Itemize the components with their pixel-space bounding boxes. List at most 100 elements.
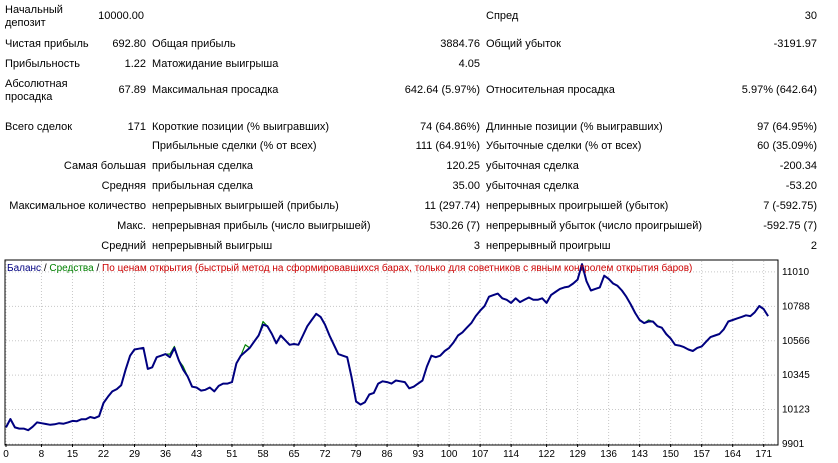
expected-payoff-value: 4.05 [458, 58, 480, 70]
largest-loss-label: убыточная сделка [486, 160, 579, 172]
chart-legend: Баланс / Средства / По ценам открытия (б… [7, 263, 692, 275]
x-tick-label: 0 [3, 449, 9, 460]
largest-loss-value: -200.34 [779, 160, 817, 172]
profit-factor-value: 1.22 [124, 58, 146, 70]
spread-label: Спред [486, 10, 519, 22]
series-lines [5, 263, 769, 432]
x-tick-label: 86 [382, 449, 394, 460]
gross-loss-value: -3191.97 [773, 38, 817, 50]
x-tick-label: 51 [226, 449, 238, 460]
avg-cons-wins-value: 3 [473, 240, 480, 252]
avg-cons-losses-value: 2 [810, 240, 817, 252]
spread-value: 30 [804, 10, 817, 22]
x-tick-label: 58 [257, 449, 269, 460]
average-loss-label: убыточная сделка [486, 180, 579, 192]
avg-cons-losses-label: непрерывный проигрыш [486, 240, 611, 252]
x-tick-label: 43 [191, 449, 203, 460]
y-tick-label: 10345 [782, 370, 810, 381]
profit-trades-value: 111 (64.91%) [415, 140, 480, 152]
balance-chart-svg: 0 8 15 22 29 36 43 51 58 65 72 79 86 93 100 107 114 122 12… [3, 259, 810, 460]
average-profit-value: 35.00 [452, 180, 480, 192]
loss-trades-value: 60 (35.09%) [757, 140, 817, 152]
x-tick-label: 150 [662, 449, 679, 460]
legend-equity: Средства [49, 263, 94, 274]
short-positions-label: Короткие позиции (% выигравших) [152, 121, 330, 133]
max-cons-loss-label: непрерывный убыток (число проигрышей) [486, 220, 703, 232]
max-cons-losses-label: непрерывных проигрышей (убыток) [486, 200, 669, 212]
max-cons-losses-value: 7 (-592.75) [763, 200, 817, 212]
abs-drawdown-value: 67.89 [118, 84, 146, 96]
largest-profit-value: 120.25 [446, 160, 480, 172]
profit-trades-label: Прибыльные сделки (% от всех) [152, 140, 317, 152]
max-cons-wins-label: непрерывных выигрышей (прибыль) [152, 200, 339, 212]
deposit-value: 10000.00 [98, 10, 144, 22]
report-summary: Начальный депозит 10000.00 Спред 30 Чист… [5, 4, 817, 252]
profit-factor-label: Прибыльность [5, 58, 80, 70]
avg-cons-wins-label: непрерывный выигрыш [152, 240, 273, 252]
x-tick-label: 100 [441, 449, 458, 460]
legend-method: По ценам открытия (быстрый метод на сфор… [102, 263, 693, 274]
short-positions-value: 74 (64.86%) [420, 121, 480, 133]
legend-separator: / [93, 263, 103, 274]
x-tick-label: 22 [98, 449, 110, 460]
y-tick-labels: 9901 10123 10345 10566 10788 11010 [782, 267, 810, 450]
x-tick-label: 157 [693, 449, 710, 460]
loss-trades-label: Убыточные сделки (% от всех) [486, 140, 642, 152]
x-tick-label: 8 [39, 449, 45, 460]
gross-profit-value: 3884.76 [440, 38, 480, 50]
long-positions-label: Длинные позиции (% выигравших) [486, 121, 663, 133]
x-tick-label: 29 [129, 449, 141, 460]
max-cons-loss-value: -592.75 (7) [763, 220, 817, 232]
y-tick-label: 9901 [782, 439, 805, 450]
long-positions-value: 97 (64.95%) [757, 121, 817, 133]
legend-separator: / [41, 263, 50, 274]
rel-drawdown-label: Относительная просадка [486, 84, 615, 96]
average-loss-value: -53.20 [785, 180, 817, 192]
x-tick-label: 114 [503, 449, 519, 460]
x-tick-label: 129 [569, 449, 586, 460]
largest-profit-label: прибыльная сделка [152, 160, 254, 172]
gross-loss-label: Общий убыток [486, 38, 561, 50]
x-tick-labels: 0 8 15 22 29 36 43 51 58 65 72 79 86 93 100 107 114 122 12… [3, 449, 772, 460]
deposit-label: Начальный депозит [5, 4, 63, 29]
net-profit-label: Чистая прибыль [5, 38, 89, 50]
average-label: Средняя [101, 180, 146, 192]
y-tick-label: 10123 [782, 405, 810, 416]
x-tick-label: 164 [724, 449, 741, 460]
x-tick-label: 93 [413, 449, 425, 460]
max-count-label: Максимальное количество [9, 200, 146, 212]
max-cons-wins-value: 11 (297.74) [424, 200, 480, 212]
legend-balance: Баланс [7, 263, 42, 274]
net-profit-value: 692.80 [112, 38, 146, 50]
x-tick-label: 15 [67, 449, 79, 460]
largest-label: Самая большая [63, 160, 146, 172]
max-cons-profit-label: непрерывная прибыль (число выигрышей) [152, 220, 371, 232]
x-tick-label: 171 [755, 449, 772, 460]
balance-line [5, 263, 769, 432]
total-trades-label: Всего сделок [5, 121, 73, 133]
x-tick-label: 143 [631, 449, 648, 460]
plot-frame [4, 259, 779, 446]
max-drawdown-value: 642.64 (5.97%) [404, 84, 480, 96]
grid-lines [5, 261, 777, 447]
total-trades-value: 171 [127, 121, 146, 133]
max-drawdown-label: Максимальная просадка [152, 84, 279, 96]
y-tick-label: 11010 [782, 267, 810, 278]
x-tick-label: 72 [319, 449, 331, 460]
expected-payoff-label: Матожидание выигрыша [152, 58, 279, 70]
rel-drawdown-value: 5.97% (642.64) [741, 84, 817, 96]
x-tick-label: 136 [600, 449, 617, 460]
gross-profit-label: Общая прибыль [152, 38, 236, 50]
max-label: Макс. [117, 220, 146, 232]
balance-chart: 0 8 15 22 29 36 43 51 58 65 72 79 86 93 100 107 114 122 12… [0, 258, 838, 463]
average-profit-label: прибыльная сделка [152, 180, 254, 192]
x-tick-label: 36 [160, 449, 172, 460]
x-tick-label: 79 [350, 449, 362, 460]
x-tick-label: 122 [538, 449, 555, 460]
x-tick-label: 65 [288, 449, 300, 460]
x-tick-label: 107 [472, 449, 489, 460]
abs-drawdown-label: Абсолютная просадка [5, 78, 68, 103]
max-cons-profit-value: 530.26 (7) [429, 220, 480, 232]
avg-label: Средний [101, 240, 146, 252]
y-tick-label: 10788 [782, 301, 810, 312]
